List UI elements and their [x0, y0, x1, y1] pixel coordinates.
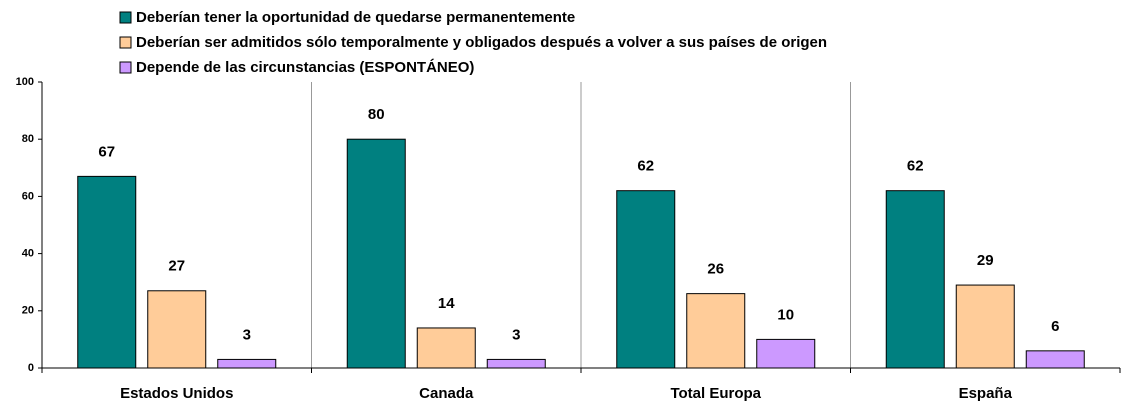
value-label: 14: [438, 295, 455, 312]
x-tick-label: Estados Unidos: [120, 385, 233, 402]
value-label: 26: [707, 261, 724, 278]
value-label: 80: [368, 106, 385, 123]
legend-label: Deberían tener la oportunidad de quedars…: [136, 9, 575, 26]
y-tick-label: 100: [16, 76, 34, 88]
legend-swatch: [119, 11, 132, 24]
bar: [955, 284, 1015, 369]
bar: [756, 338, 816, 369]
x-tick-label: España: [959, 385, 1013, 402]
legend-swatch: [119, 36, 132, 49]
value-label: 29: [977, 252, 994, 269]
bar: [686, 293, 746, 369]
x-tick-label: Canada: [419, 385, 474, 402]
bar: [616, 190, 676, 369]
bar: [346, 138, 406, 369]
legend-label: Depende de las circunstancias (ESPONTÁNE…: [136, 59, 474, 76]
legend-swatch: [119, 61, 132, 74]
y-tick-label: 0: [28, 362, 34, 374]
value-label: 27: [168, 258, 185, 275]
x-tick-label: Total Europa: [670, 385, 761, 402]
bar: [486, 358, 546, 369]
y-tick-label: 60: [22, 190, 34, 202]
bar: [885, 190, 945, 369]
value-label: 3: [243, 326, 251, 343]
value-label: 62: [637, 158, 654, 175]
bar: [217, 358, 277, 369]
y-tick-label: 80: [22, 133, 34, 145]
bar: [1025, 350, 1085, 369]
value-label: 10: [777, 306, 794, 323]
value-label: 6: [1051, 318, 1059, 335]
value-label: 67: [98, 143, 115, 160]
y-tick-label: 40: [22, 248, 34, 260]
value-label: 3: [512, 326, 520, 343]
value-label: 62: [907, 158, 924, 175]
bar: [147, 290, 207, 369]
bar: [77, 175, 137, 369]
y-tick-label: 20: [22, 305, 34, 317]
bar: [416, 327, 476, 369]
legend-label: Deberían ser admitidos sólo temporalment…: [136, 34, 827, 51]
